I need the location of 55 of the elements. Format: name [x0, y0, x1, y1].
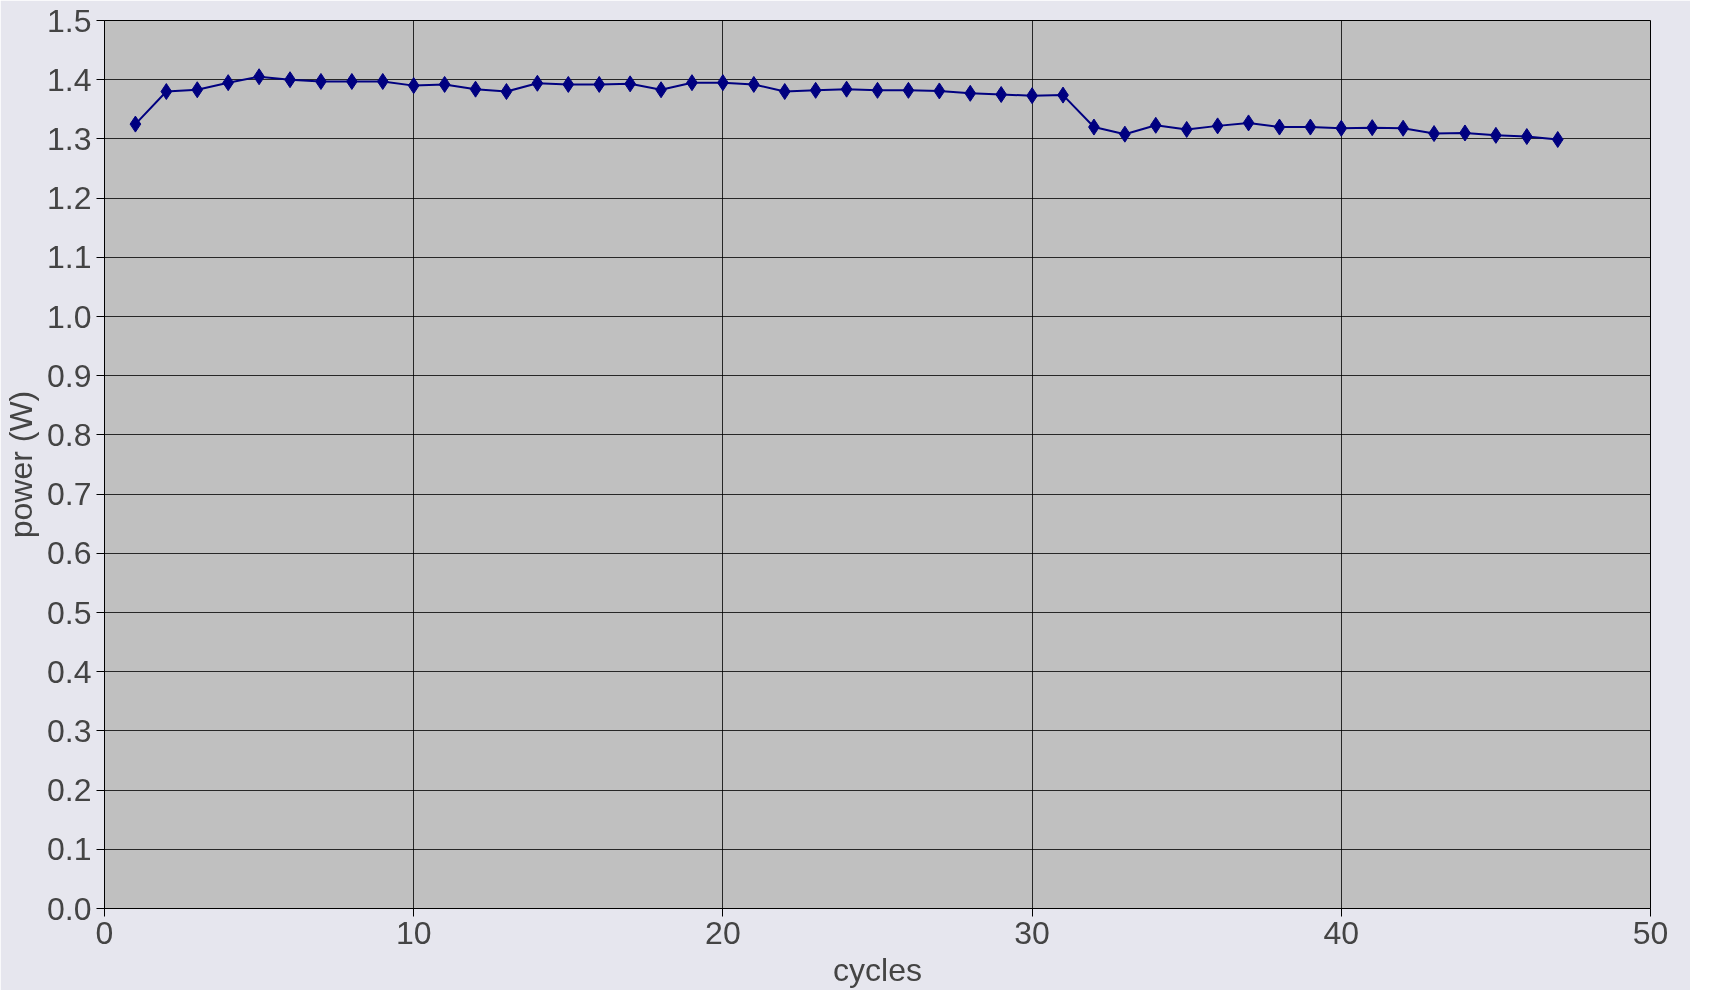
x-tick-label: 50: [1632, 914, 1669, 951]
y-tick-label: 1.0: [47, 298, 92, 335]
x-tick-label: 40: [1323, 914, 1360, 951]
y-tick-label: 0.3: [47, 712, 92, 749]
point: [809, 81, 822, 99]
x-axis-title: cycles: [833, 951, 922, 988]
point: [902, 81, 915, 99]
point: [1149, 116, 1162, 134]
y-tick-label: 1.2: [47, 180, 92, 217]
point: [1304, 118, 1317, 136]
y-tick-label: 0.7: [47, 476, 92, 513]
x-tick-label: 30: [1014, 914, 1050, 951]
point: [995, 86, 1008, 103]
point: [1520, 128, 1533, 146]
y-tick-label: 0.9: [47, 357, 92, 394]
point: [1180, 120, 1193, 138]
x-tick-label: 20: [705, 914, 741, 951]
point: [191, 81, 204, 99]
y-tick-label: 0.1: [47, 831, 92, 868]
y-tick-label: 1.3: [47, 120, 92, 157]
point: [593, 75, 606, 93]
y-tick-label: 1.5: [47, 2, 92, 39]
point: [778, 83, 791, 101]
point: [531, 74, 544, 92]
y-tick-label: 1.4: [47, 61, 92, 98]
y-axis-title: power (W): [3, 390, 40, 539]
point: [964, 84, 977, 102]
y-tick-label: 1.1: [47, 239, 92, 276]
point: [1366, 119, 1379, 137]
point: [840, 80, 853, 98]
point: [1211, 117, 1224, 135]
point: [933, 82, 946, 100]
point: [1273, 118, 1286, 136]
point: [562, 75, 575, 93]
point: [500, 83, 513, 101]
y-tick-label: 0.0: [47, 890, 92, 927]
x-tick-label: 10: [395, 914, 432, 951]
point: [1551, 130, 1564, 148]
point: [376, 72, 389, 90]
point: [1335, 119, 1348, 137]
point: [222, 74, 235, 92]
point: [469, 80, 482, 98]
point: [160, 83, 173, 101]
y-tick-label: 0.2: [47, 772, 92, 809]
point: [747, 75, 760, 93]
point: [438, 75, 451, 93]
point: [407, 77, 420, 95]
y-tick-label: 0.5: [47, 594, 92, 631]
y-tick-label: 0.4: [47, 653, 92, 690]
point: [1242, 114, 1255, 132]
point: [129, 115, 142, 133]
x-tick-label: 0: [95, 914, 114, 951]
y-tick-label: 0.8: [47, 416, 92, 453]
y-tick-label: 0.6: [47, 535, 92, 572]
point: [871, 81, 884, 99]
